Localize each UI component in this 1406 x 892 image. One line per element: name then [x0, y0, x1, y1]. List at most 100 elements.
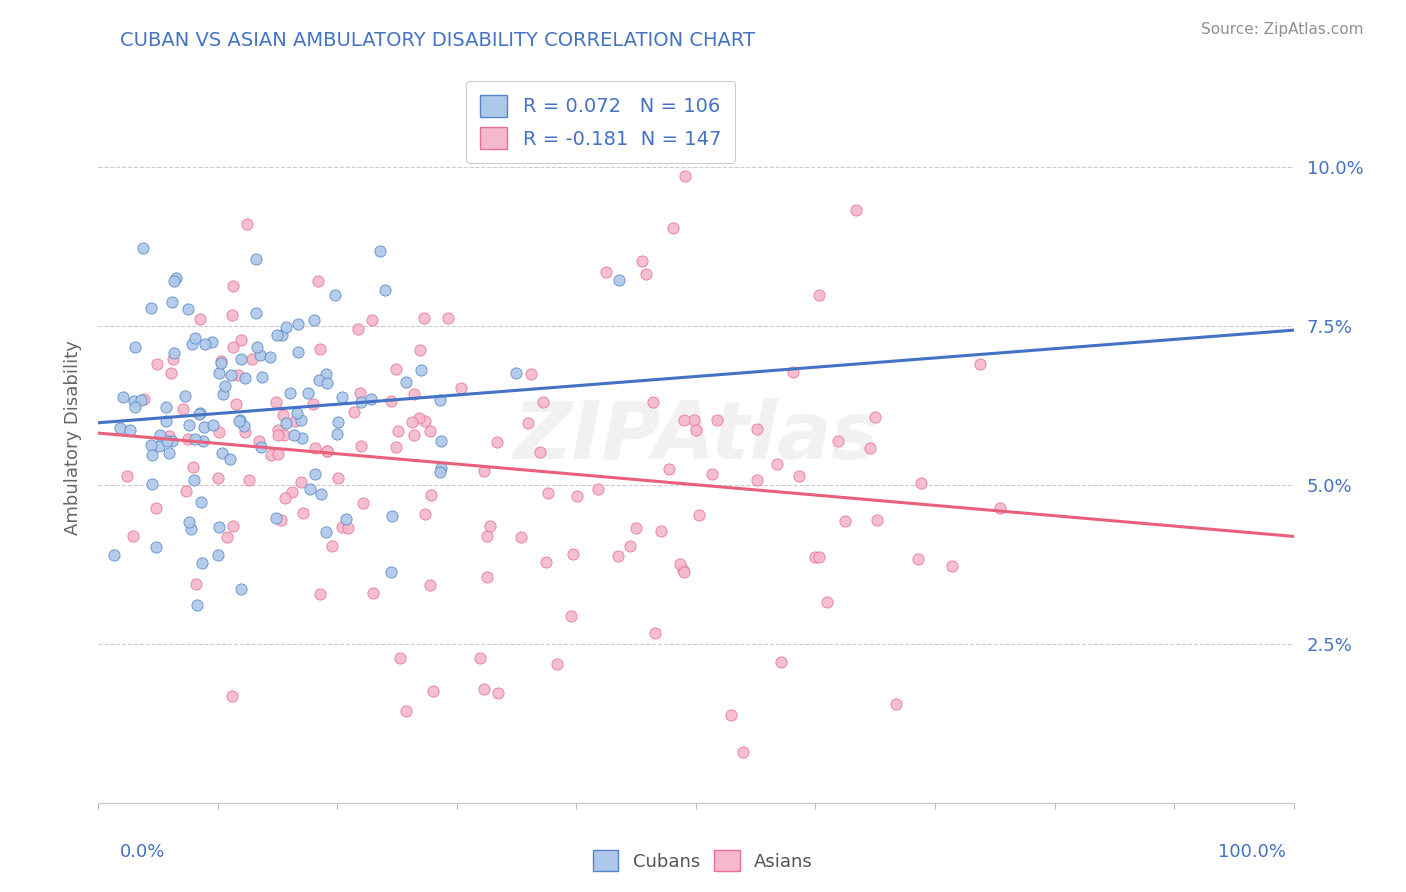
Point: [385, 440, 408, 454]
Point: [129, 393, 152, 408]
Point: [259, 351, 281, 365]
Point: [332, 520, 354, 534]
Point: [245, 252, 267, 266]
Point: [509, 531, 531, 545]
Point: [292, 506, 315, 520]
Point: [304, 441, 326, 455]
Legend: Cubans, Asians: Cubans, Asians: [586, 843, 820, 879]
Point: [174, 484, 197, 499]
Point: [177, 515, 200, 529]
Point: [221, 689, 243, 703]
Point: [662, 221, 685, 235]
Point: [470, 651, 492, 665]
Point: [193, 434, 215, 448]
Point: [529, 444, 551, 458]
Point: [155, 414, 177, 428]
Point: [193, 420, 215, 434]
Point: [155, 401, 177, 415]
Point: [222, 340, 245, 354]
Point: [672, 563, 695, 577]
Point: [478, 519, 501, 533]
Point: [157, 446, 180, 460]
Point: [238, 474, 260, 488]
Point: [162, 294, 184, 309]
Point: [472, 682, 495, 697]
Text: ZIPAtlas: ZIPAtlas: [513, 398, 879, 476]
Point: [298, 482, 321, 496]
Point: [688, 508, 710, 523]
Point: [233, 371, 256, 385]
Point: [546, 657, 568, 671]
Point: [419, 424, 441, 438]
Point: [673, 413, 696, 427]
Point: [413, 414, 436, 428]
Point: [211, 446, 233, 460]
Point: [211, 387, 233, 401]
Point: [941, 559, 963, 574]
Point: [229, 413, 252, 427]
Point: [706, 412, 728, 426]
Point: [565, 489, 588, 503]
Point: [176, 432, 198, 446]
Point: [595, 264, 617, 278]
Point: [278, 386, 301, 401]
Point: [834, 515, 856, 529]
Point: [626, 521, 648, 535]
Point: [436, 310, 458, 325]
Point: [297, 386, 319, 401]
Y-axis label: Ambulatory Disability: Ambulatory Disability: [63, 340, 82, 534]
Point: [287, 318, 309, 332]
Point: [644, 626, 666, 640]
Point: [188, 406, 211, 420]
Point: [225, 396, 247, 410]
Point: [162, 351, 184, 366]
Point: [343, 404, 366, 418]
Point: [475, 529, 498, 543]
Point: [103, 548, 125, 562]
Point: [229, 333, 252, 347]
Point: [201, 335, 224, 350]
Point: [145, 541, 167, 555]
Point: [165, 270, 187, 285]
Point: [360, 312, 382, 326]
Point: [411, 363, 433, 377]
Point: [264, 510, 287, 524]
Point: [302, 313, 325, 327]
Point: [232, 418, 254, 433]
Point: [380, 394, 402, 409]
Point: [477, 570, 499, 584]
Point: [326, 427, 349, 442]
Point: [782, 365, 804, 379]
Point: [270, 513, 292, 527]
Point: [352, 496, 374, 510]
Point: [259, 448, 281, 462]
Point: [429, 466, 451, 480]
Point: [388, 651, 411, 665]
Point: [187, 407, 209, 421]
Point: [534, 555, 557, 569]
Point: [186, 598, 208, 612]
Point: [374, 283, 396, 297]
Point: [866, 513, 889, 527]
Point: [328, 471, 350, 485]
Point: [207, 471, 229, 485]
Point: [264, 395, 287, 409]
Point: [347, 322, 370, 336]
Point: [658, 461, 681, 475]
Point: [281, 485, 304, 500]
Point: [172, 402, 194, 417]
Point: [157, 428, 180, 442]
Point: [419, 578, 441, 592]
Point: [765, 457, 787, 471]
Point: [141, 448, 163, 462]
Point: [402, 387, 425, 401]
Point: [267, 428, 290, 442]
Point: [685, 423, 707, 437]
Point: [207, 548, 229, 562]
Point: [194, 336, 217, 351]
Point: [186, 576, 208, 591]
Point: [884, 698, 907, 712]
Point: [209, 354, 232, 368]
Point: [229, 351, 252, 366]
Point: [409, 343, 432, 357]
